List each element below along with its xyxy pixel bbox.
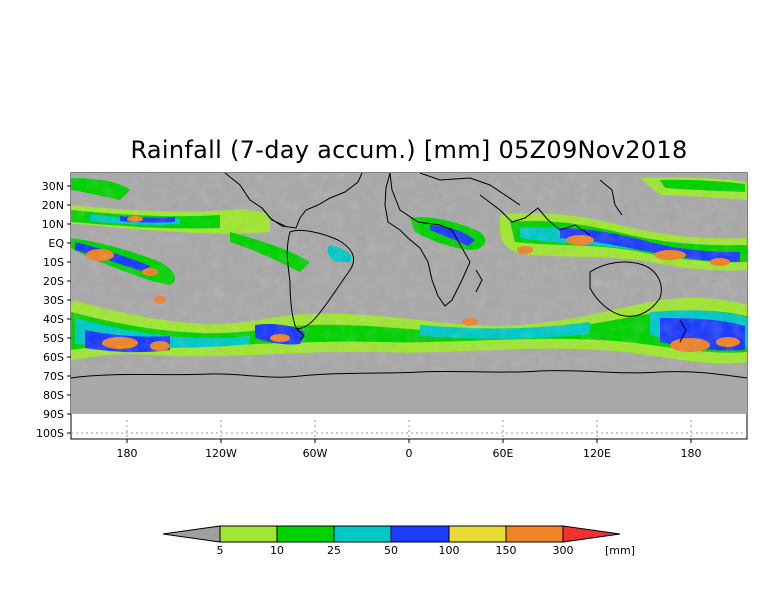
colorbar-label-150: 150 — [496, 544, 517, 557]
continent-outlines — [71, 173, 747, 379]
lat-label-10n: 10N — [42, 218, 64, 231]
lat-ticks — [67, 185, 71, 434]
colorbar-bin-5-10 — [219, 525, 278, 543]
lon-ticks — [126, 439, 692, 443]
lat-label-10s: 10S — [43, 256, 64, 269]
colorbar — [162, 525, 621, 543]
colorbar-bin-10-25 — [276, 525, 335, 543]
lon-label-180w: 180 — [117, 447, 138, 460]
lat-label-60s: 60S — [43, 351, 64, 364]
lat-label-30n: 30N — [42, 180, 64, 193]
lat-label-100s: 100S — [36, 427, 64, 440]
lat-labels: 30N 20N 10N EQ 10S 20S 30S 40S 50S 60S 7… — [36, 180, 64, 440]
lon-labels: 180 120W 60W 0 60E 120E 180 — [117, 447, 702, 460]
lon-label-60e: 60E — [493, 447, 514, 460]
colorbar-unit: [mm] — [605, 544, 635, 557]
lon-label-180e: 180 — [681, 447, 702, 460]
lat-label-90s: 90S — [43, 408, 64, 421]
colorbar-label-5: 5 — [217, 544, 224, 557]
antarctica-region — [71, 367, 747, 414]
lat-label-80s: 80S — [43, 389, 64, 402]
lat-label-30s: 30S — [43, 294, 64, 307]
map-title: Rainfall (7-day accum.) [mm] 05Z09Nov201… — [130, 136, 688, 164]
colorbar-bin-100-150 — [448, 525, 507, 543]
colorbar-label-50: 50 — [384, 544, 398, 557]
lon-label-120e: 120E — [583, 447, 611, 460]
colorbar-label-10: 10 — [270, 544, 284, 557]
lon-label-120w: 120W — [205, 447, 237, 460]
colorbar-label-25: 25 — [327, 544, 341, 557]
lat-label-eq: EQ — [48, 237, 64, 250]
lon-label-60w: 60W — [303, 447, 328, 460]
colorbar-bin-150-300 — [505, 525, 564, 543]
colorbar-bin-25-50 — [333, 525, 392, 543]
lat-label-50s: 50S — [43, 332, 64, 345]
colorbar-labels: 5 10 25 50 100 150 300 [mm] — [217, 544, 636, 557]
colorbar-label-300: 300 — [553, 544, 574, 557]
colorbar-label-100: 100 — [439, 544, 460, 557]
lat-label-40s: 40S — [43, 313, 64, 326]
lat-label-20n: 20N — [42, 199, 64, 212]
colorbar-bin-50-100 — [390, 525, 450, 543]
colorbar-above-max-arrow — [562, 525, 621, 543]
graticule-lon-ticks — [126, 420, 692, 439]
colorbar-below-min-arrow — [162, 525, 221, 543]
lon-label-0: 0 — [406, 447, 413, 460]
lat-label-70s: 70S — [43, 370, 64, 383]
rainfall-field — [71, 173, 747, 414]
lat-label-20s: 20S — [43, 275, 64, 288]
